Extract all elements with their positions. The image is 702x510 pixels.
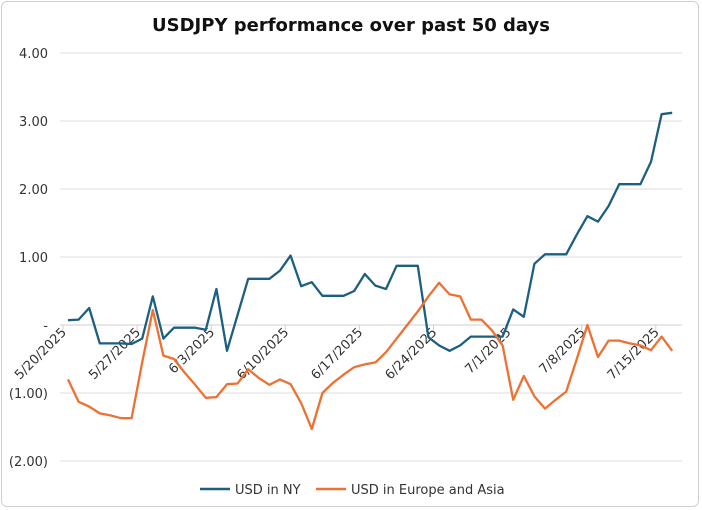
x-tick-label: 6/3/2025 bbox=[166, 325, 218, 377]
x-tick-label: 6/17/2025 bbox=[308, 325, 366, 383]
x-tick-label: 5/20/2025 bbox=[12, 325, 70, 383]
x-tick-label: 7/8/2025 bbox=[537, 325, 589, 377]
y-tick-label: (1.00) bbox=[9, 387, 48, 402]
y-tick-label: 1.00 bbox=[19, 251, 48, 266]
series-line-ny bbox=[67, 111, 673, 352]
y-tick-label: 3.00 bbox=[19, 115, 48, 130]
x-tick-label: 5/27/2025 bbox=[86, 325, 144, 383]
y-tick-label: (2.00) bbox=[9, 455, 48, 470]
x-tick-label: 6/24/2025 bbox=[383, 325, 441, 383]
y-tick-label: 4.00 bbox=[19, 47, 48, 62]
legend-label-ny: USD in NY bbox=[235, 483, 301, 498]
legend-label-eu-asia: USD in Europe and Asia bbox=[351, 483, 505, 498]
y-tick-label: 2.00 bbox=[19, 183, 48, 198]
series-line-eu-asia bbox=[66, 281, 674, 431]
y-tick-label: - bbox=[43, 319, 48, 334]
chart-title: USDJPY performance over past 50 days bbox=[152, 15, 550, 36]
x-tick-label: 7/15/2025 bbox=[605, 325, 663, 383]
